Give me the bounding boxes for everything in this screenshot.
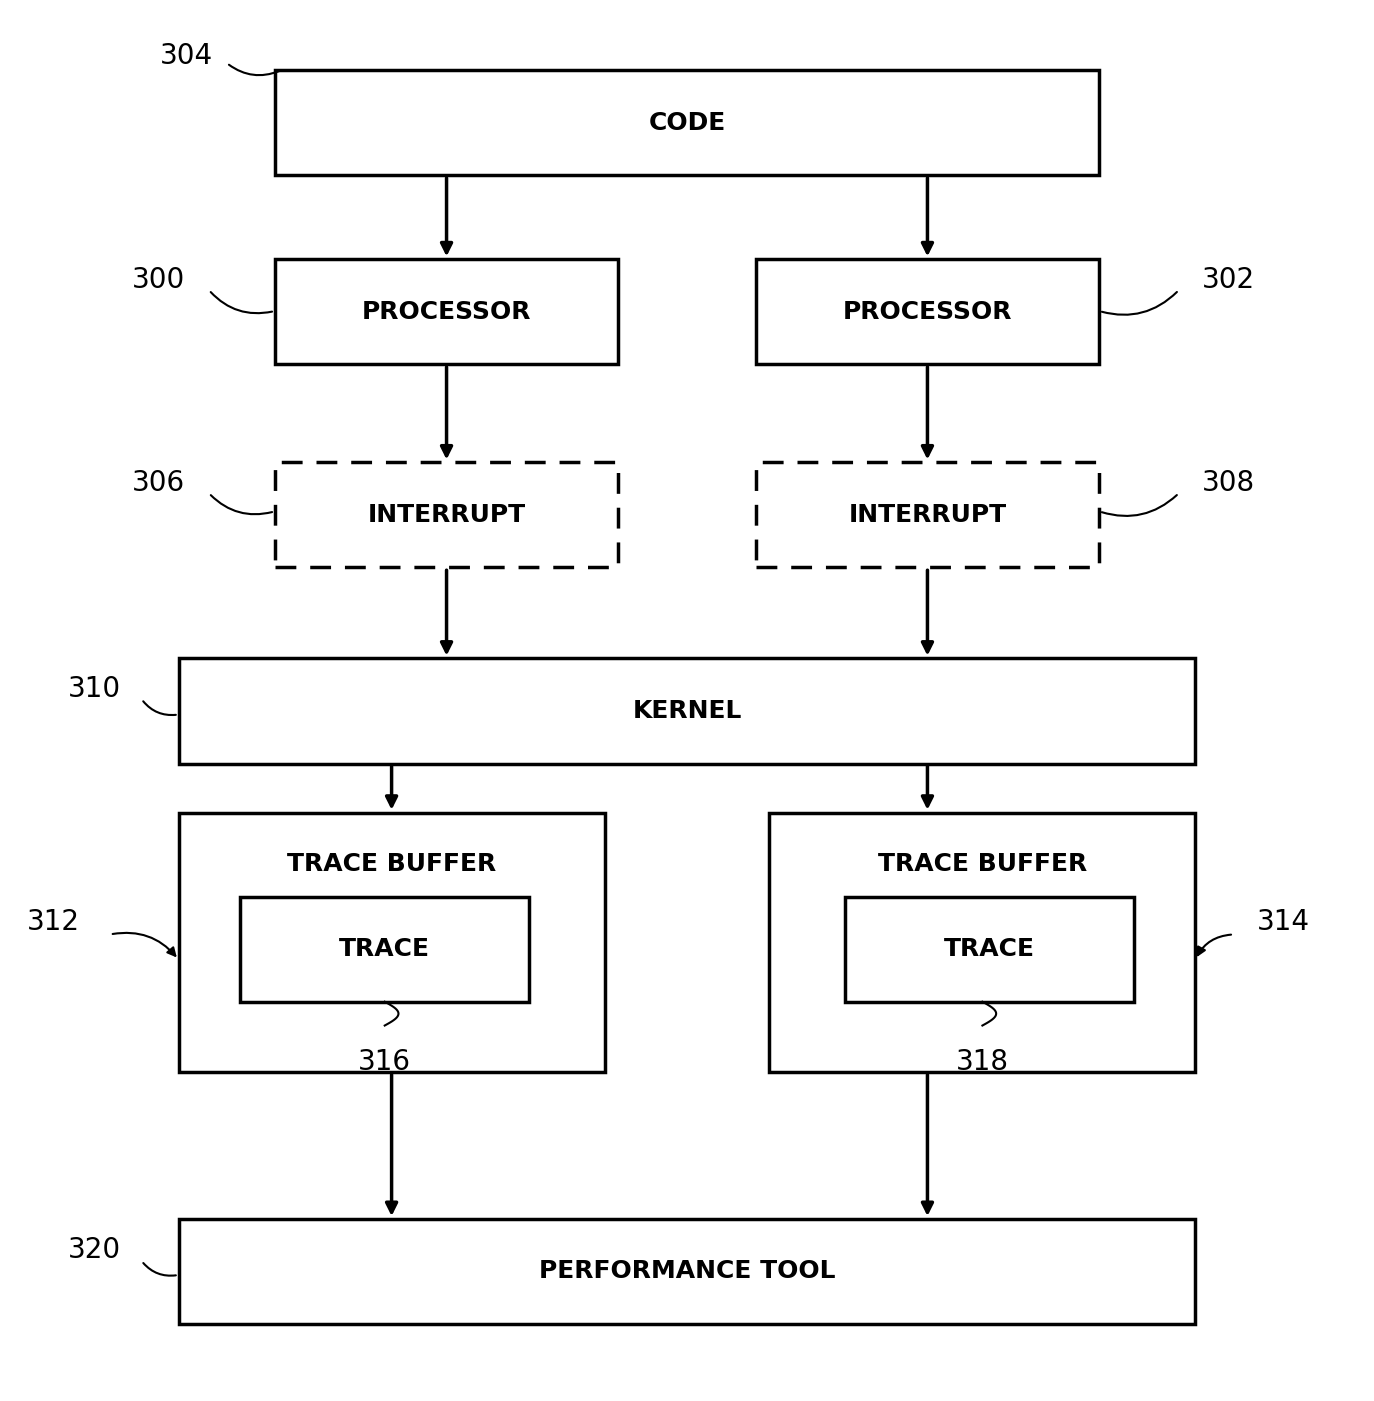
Bar [179, 813, 605, 1072]
Bar [769, 813, 1195, 1072]
Text: PROCESSOR: PROCESSOR [361, 300, 532, 324]
Bar [275, 462, 618, 567]
Text: PERFORMANCE TOOL: PERFORMANCE TOOL [539, 1259, 835, 1283]
Text: TRACE BUFFER: TRACE BUFFER [878, 852, 1087, 876]
Text: TRACE BUFFER: TRACE BUFFER [287, 852, 496, 876]
Text: 316: 316 [359, 1048, 411, 1076]
Text: 320: 320 [67, 1236, 121, 1264]
Text: 306: 306 [132, 469, 185, 497]
Text: 310: 310 [67, 675, 121, 703]
Text: TRACE: TRACE [339, 937, 430, 961]
Text: 302: 302 [1202, 266, 1256, 294]
Bar [756, 259, 1099, 364]
Text: 318: 318 [956, 1048, 1009, 1076]
Text: KERNEL: KERNEL [632, 699, 742, 723]
Bar [179, 1219, 1195, 1324]
Text: 308: 308 [1202, 469, 1256, 497]
Text: PROCESSOR: PROCESSOR [842, 300, 1013, 324]
Text: CODE: CODE [649, 111, 725, 134]
Bar [240, 897, 529, 1002]
Text: 300: 300 [132, 266, 185, 294]
Bar [275, 259, 618, 364]
Text: 312: 312 [26, 908, 80, 936]
Text: 304: 304 [159, 42, 213, 70]
Bar [845, 897, 1134, 1002]
Text: TRACE: TRACE [944, 937, 1035, 961]
Bar [179, 658, 1195, 764]
Text: 314: 314 [1257, 908, 1311, 936]
Text: INTERRUPT: INTERRUPT [848, 503, 1007, 527]
Text: INTERRUPT: INTERRUPT [367, 503, 526, 527]
Bar [275, 70, 1099, 175]
Bar [756, 462, 1099, 567]
